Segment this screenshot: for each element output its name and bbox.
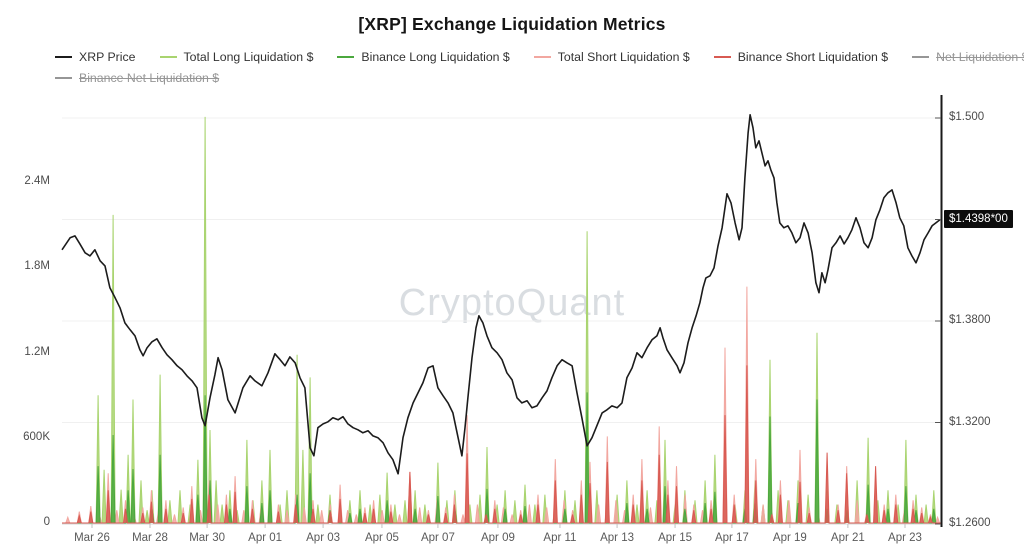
legend-swatch (533, 56, 551, 58)
legend-item-binance-net-liquidation[interactable]: Binance Net Liquidation $ (55, 71, 219, 85)
x-axis-label: Apr 11 (543, 532, 577, 544)
legend-row: XRP Price Total Long Liquidation $ Binance… (55, 50, 1024, 64)
xrp-price-line (61, 114, 941, 475)
legend-item-binance-long-liquidation[interactable]: Binance Long Liquidation $ (337, 50, 510, 64)
total-long-liquidation-series (62, 116, 941, 524)
x-axis-label: Apr 15 (658, 532, 693, 544)
right-axis-label: $1.3200 (949, 415, 991, 428)
legend-item-net-liquidation[interactable]: Net Liquidation $ (912, 50, 1024, 64)
x-axis-label: Apr 01 (248, 532, 283, 544)
legend-swatch (55, 56, 72, 58)
legend-swatch (55, 77, 72, 79)
legend-item-binance-short-liquidation[interactable]: Binance Short Liquidation $ (713, 50, 889, 64)
x-axis-label: Apr 09 (480, 532, 515, 544)
chart-title: [XRP] Exchange Liquidation Metrics (358, 14, 666, 34)
legend-swatch (713, 56, 731, 58)
legend-label: Binance Long Liquidation $ (361, 50, 510, 64)
right-axis-label: $1.500 (949, 111, 985, 123)
legend-item-xrp-price[interactable]: XRP Price (55, 50, 136, 64)
legend-label: Total Short Liquidation $ (557, 50, 690, 64)
legend-item-total-short-liquidation[interactable]: Total Short Liquidation $ (533, 50, 690, 64)
left-axis-label: 1.8M (24, 260, 50, 273)
total-short-liquidation-series (62, 286, 941, 524)
legend-label: Total Long Liquidation $ (183, 50, 314, 64)
x-axis-label: Mar 28 (132, 532, 168, 544)
right-axis-label: $1.3800 (949, 314, 991, 326)
x-axis-label: Apr 05 (364, 532, 399, 544)
x-axis-label: Apr 23 (888, 532, 922, 544)
left-axis-label: 2.4M (24, 175, 50, 188)
legend-swatch (159, 56, 177, 58)
x-axis-label: Apr 17 (714, 532, 749, 544)
x-axis-label: Apr 13 (600, 532, 635, 544)
legend-swatch (912, 56, 930, 58)
legend-swatch (337, 56, 355, 58)
x-axis-label: Mar 26 (74, 532, 110, 544)
legend: XRP Price Total Long Liquidation $ Binance… (55, 50, 1024, 92)
x-axis-label: Apr 07 (420, 532, 455, 544)
legend-label: Binance Net Liquidation $ (79, 71, 220, 85)
current-price-tag: $1.4398*00 (944, 210, 1013, 228)
legend-item-total-long-liquidation[interactable]: Total Long Liquidation $ (159, 50, 314, 64)
left-axis-label: 1.2M (24, 345, 50, 358)
legend-row: Binance Net Liquidation $ (55, 71, 1005, 85)
binance-long-liquidation-series (62, 392, 941, 524)
x-axis-label: Apr 03 (306, 532, 341, 544)
binance-short-liquidation-series (62, 365, 941, 524)
legend-label: Net Liquidation $ (936, 50, 1024, 64)
left-axis-label: 0 (43, 516, 50, 528)
right-axis-label: $1.2600 (949, 517, 991, 529)
x-axis-label: Mar 30 (189, 532, 226, 544)
legend-label: Binance Short Liquidation $ (737, 50, 889, 64)
legend-label: XRP Price (79, 50, 136, 64)
x-axis-label: Apr 19 (772, 532, 807, 544)
left-axis-label: 600K (23, 430, 50, 443)
x-axis-label: Apr 21 (830, 532, 865, 544)
